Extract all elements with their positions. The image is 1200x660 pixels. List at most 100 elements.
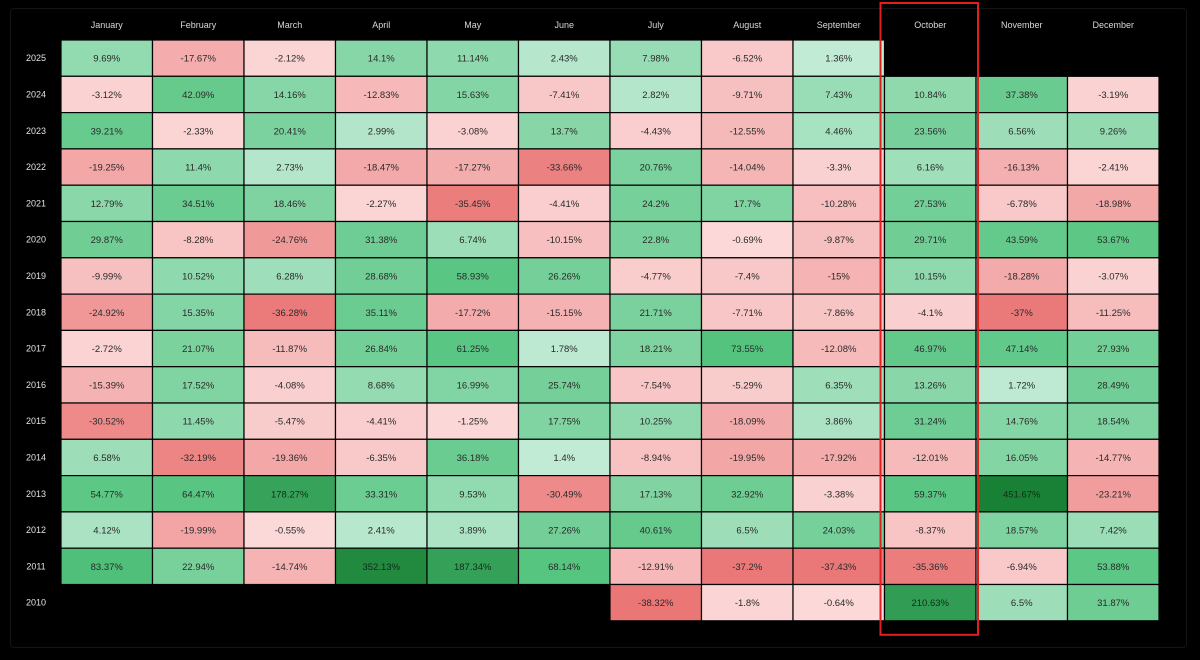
october-highlight-box <box>879 2 979 636</box>
cell-2012-may <box>426 511 520 549</box>
cell-2011-july <box>609 547 703 586</box>
cell-label-2014-october: -12.01% <box>913 453 949 464</box>
cell-2014-october <box>883 438 977 477</box>
cell-label-2013-february: 64.47% <box>182 489 215 500</box>
cell-label-2022-april: -18.47% <box>364 163 400 174</box>
cell-2025-august <box>700 39 794 77</box>
cell-label-2014-may: 36.18% <box>457 453 490 464</box>
cell-2013-june <box>517 475 611 513</box>
cell-label-2021-october: 27.53% <box>914 199 947 210</box>
cell-label-2015-november: 14.76% <box>1006 417 1039 428</box>
cell-2015-june <box>517 402 611 440</box>
cell-2022-march <box>243 148 337 186</box>
cell-2020-july <box>609 220 703 259</box>
cell-label-2016-september: 6.35% <box>825 380 852 391</box>
cell-label-2020-october: 29.71% <box>914 235 947 246</box>
cell-label-2012-june: 27.26% <box>548 526 581 537</box>
cell-2013-november <box>975 475 1069 513</box>
cell-label-2012-july: 40.61% <box>640 526 673 537</box>
cell-label-2024-september: 7.43% <box>825 90 852 101</box>
cell-2016-august <box>700 366 794 404</box>
cell-2017-january <box>60 329 154 368</box>
cell-label-2021-december: -18.98% <box>1096 199 1132 210</box>
cell-label-2013-april: 33.31% <box>365 489 398 500</box>
cell-label-2021-february: 34.51% <box>182 199 215 210</box>
chart-frame <box>10 8 1187 648</box>
cell-2010-december <box>1066 583 1160 622</box>
year-label-2013: 2013 <box>26 489 46 499</box>
cell-2013-january <box>60 475 154 513</box>
cell-2019-may <box>426 257 520 295</box>
cell-label-2019-march: 6.28% <box>276 271 303 282</box>
cell-2011-march <box>243 547 337 586</box>
cell-2021-may <box>426 184 520 223</box>
cell-label-2015-august: -18.09% <box>730 417 766 428</box>
year-label-2010: 2010 <box>26 598 46 608</box>
cell-2014-august <box>700 438 794 477</box>
cell-label-2023-april: 2.99% <box>368 126 395 137</box>
cell-label-2016-april: 8.68% <box>368 380 395 391</box>
cell-label-2021-september: -10.28% <box>821 199 857 210</box>
cell-2019-april <box>334 257 428 295</box>
cell-label-2025-september: 1.36% <box>825 54 852 65</box>
month-label-february: February <box>180 20 217 30</box>
cell-label-2017-may: 61.25% <box>457 344 490 355</box>
cell-label-2018-june: -15.15% <box>547 308 583 319</box>
month-label-november: November <box>1001 20 1043 30</box>
cell-label-2020-july: 22.8% <box>642 235 669 246</box>
year-label-2012: 2012 <box>26 525 46 535</box>
cell-label-2013-december: -23.21% <box>1096 489 1132 500</box>
cell-2024-september <box>792 75 886 114</box>
cell-2014-april <box>334 438 428 477</box>
cell-label-2016-november: 1.72% <box>1008 380 1035 391</box>
cell-label-2018-march: -36.28% <box>272 308 308 319</box>
cell-2013-august <box>700 475 794 513</box>
month-label-august: August <box>733 20 762 30</box>
cell-label-2017-august: 73.55% <box>731 344 764 355</box>
cell-label-2013-november: 451.67% <box>1003 489 1041 500</box>
month-label-july: July <box>648 20 665 30</box>
cell-label-2016-march: -4.08% <box>275 380 306 391</box>
cell-label-2021-june: -4.41% <box>549 199 580 210</box>
cell-2025-may <box>426 39 520 77</box>
cell-label-2015-july: 10.25% <box>640 417 673 428</box>
cell-label-2025-march: -2.12% <box>275 54 306 65</box>
cell-2023-may <box>426 111 520 150</box>
cell-2017-march <box>243 329 337 368</box>
cell-2017-december <box>1066 329 1160 368</box>
year-label-2020: 2020 <box>26 235 46 245</box>
cell-label-2024-june: -7.41% <box>549 90 580 101</box>
cell-label-2013-may: 9.53% <box>459 489 486 500</box>
cell-label-2017-april: 26.84% <box>365 344 398 355</box>
cell-label-2014-april: -6.35% <box>366 453 397 464</box>
cell-label-2020-december: 53.67% <box>1097 235 1130 246</box>
month-label-september: September <box>817 20 861 30</box>
cell-2014-february <box>151 438 245 477</box>
cell-label-2022-january: -19.25% <box>89 163 125 174</box>
cell-2015-november <box>975 402 1069 440</box>
cell-2012-march <box>243 511 337 549</box>
cell-label-2012-march: -0.55% <box>275 526 306 537</box>
cell-label-2010-november: 6.5% <box>1011 598 1033 609</box>
cell-2013-december <box>1066 475 1160 513</box>
cell-label-2012-november: 18.57% <box>1006 526 1039 537</box>
cell-label-2025-august: -6.52% <box>732 54 763 65</box>
cell-label-2021-july: 24.2% <box>642 199 669 210</box>
year-label-2016: 2016 <box>26 380 46 390</box>
cell-2010-july <box>609 583 703 622</box>
month-label-october: October <box>914 20 946 30</box>
cell-2025-september <box>792 39 886 77</box>
cell-label-2021-november: -6.78% <box>1007 199 1038 210</box>
cell-label-2021-january: 12.79% <box>91 199 124 210</box>
cell-label-2011-august: -37.2% <box>732 562 763 573</box>
cell-2023-october <box>883 111 977 150</box>
cell-2012-january <box>60 511 154 549</box>
cell-2019-march <box>243 257 337 295</box>
cell-label-2019-january: -9.99% <box>92 271 123 282</box>
cell-2011-january <box>60 547 154 586</box>
cell-label-2024-april: -12.83% <box>364 90 400 101</box>
cell-label-2018-january: -24.92% <box>89 308 125 319</box>
cell-2021-september <box>792 184 886 223</box>
cell-2011-september <box>792 547 886 586</box>
cell-2012-june <box>517 511 611 549</box>
